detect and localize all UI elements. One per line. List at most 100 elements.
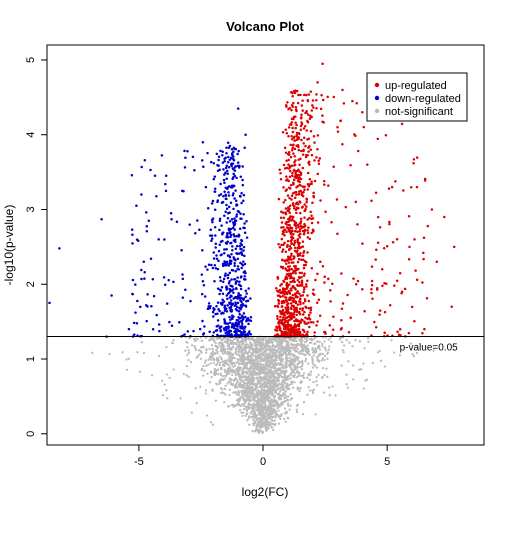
down-regulated-point <box>232 233 235 236</box>
not-significant-point <box>269 366 272 369</box>
not-significant-point <box>249 355 252 359</box>
not-significant-point <box>233 369 236 372</box>
up-regulated-point <box>285 220 289 224</box>
up-regulated-point <box>336 125 339 129</box>
not-significant-point <box>185 340 188 344</box>
not-significant-point <box>243 382 246 385</box>
not-significant-point <box>231 361 234 365</box>
up-regulated-point <box>317 298 321 302</box>
up-regulated-point <box>300 122 304 126</box>
up-regulated-point <box>298 254 302 257</box>
down-regulated-point <box>223 173 226 176</box>
down-regulated-point <box>204 265 207 268</box>
up-regulated-point <box>285 277 289 280</box>
up-regulated-point <box>299 173 303 176</box>
not-significant-point <box>285 365 289 369</box>
up-regulated-point <box>300 206 304 209</box>
not-significant-point <box>189 361 193 364</box>
legend-marker-not-significant <box>374 108 380 114</box>
not-significant-point <box>303 343 306 346</box>
not-significant-point <box>290 343 293 346</box>
up-regulated-point <box>312 135 316 138</box>
not-significant-point <box>298 352 301 355</box>
up-regulated-point <box>285 132 289 135</box>
down-regulated-point <box>234 303 238 306</box>
up-regulated-point <box>315 93 318 96</box>
not-significant-point <box>260 400 263 403</box>
down-regulated-point <box>228 262 232 265</box>
down-regulated-point <box>225 285 228 288</box>
down-regulated-point <box>220 253 223 256</box>
not-significant-point <box>313 342 316 346</box>
not-significant-point <box>237 345 240 349</box>
not-significant-point <box>251 429 254 433</box>
down-regulated-point <box>209 304 212 308</box>
up-regulated-point <box>304 305 307 308</box>
not-significant-point <box>266 345 269 348</box>
not-significant-point <box>108 352 111 356</box>
up-regulated-point <box>398 327 402 331</box>
not-significant-point <box>207 358 210 361</box>
up-regulated-point <box>294 171 297 174</box>
down-regulated-point <box>218 309 221 313</box>
down-regulated-point <box>198 327 202 331</box>
up-regulated-point <box>355 102 359 105</box>
not-significant-point <box>241 337 244 340</box>
down-regulated-point <box>140 268 143 272</box>
up-regulated-point <box>302 274 306 277</box>
up-regulated-point <box>308 117 312 121</box>
not-significant-point <box>255 348 258 352</box>
not-significant-point <box>266 363 269 366</box>
down-regulated-point <box>164 174 168 178</box>
not-significant-point <box>272 415 275 418</box>
down-regulated-point <box>242 193 246 197</box>
not-significant-point <box>221 375 225 378</box>
up-regulated-point <box>277 197 281 201</box>
down-regulated-point <box>216 312 219 316</box>
up-regulated-point <box>292 169 296 172</box>
up-regulated-point <box>295 201 299 204</box>
not-significant-point <box>318 345 321 348</box>
not-significant-point <box>291 339 294 342</box>
down-regulated-point <box>240 331 243 334</box>
not-significant-point <box>284 357 287 360</box>
not-significant-point <box>212 358 216 362</box>
not-significant-point <box>192 337 196 341</box>
up-regulated-point <box>274 286 278 290</box>
not-significant-point <box>280 401 284 404</box>
up-regulated-point <box>276 275 279 279</box>
up-regulated-point <box>301 229 305 233</box>
not-significant-point <box>310 356 314 359</box>
up-regulated-point <box>301 99 304 102</box>
not-significant-point <box>196 338 199 341</box>
not-significant-point <box>190 411 194 414</box>
not-significant-point <box>245 376 248 379</box>
down-regulated-point <box>213 208 217 212</box>
up-regulated-point <box>285 159 288 162</box>
not-significant-point <box>288 353 291 356</box>
up-regulated-point <box>307 146 310 150</box>
up-regulated-point <box>296 279 300 282</box>
not-significant-point <box>290 371 293 374</box>
down-regulated-point <box>239 212 242 216</box>
down-regulated-point <box>234 286 238 290</box>
not-significant-point <box>234 347 238 350</box>
down-regulated-point <box>236 294 240 298</box>
not-significant-point <box>266 374 269 378</box>
up-regulated-point <box>285 281 289 285</box>
not-significant-point <box>268 355 272 358</box>
not-significant-point <box>259 424 262 428</box>
up-regulated-point <box>294 105 298 109</box>
down-regulated-point <box>237 268 241 271</box>
not-significant-point <box>262 371 265 375</box>
down-regulated-point <box>223 321 227 325</box>
not-significant-point <box>265 418 268 421</box>
down-regulated-point <box>142 260 146 264</box>
not-significant-point <box>329 336 332 339</box>
up-regulated-point <box>289 91 293 94</box>
not-significant-point <box>217 342 221 345</box>
up-regulated-point <box>315 324 318 327</box>
up-regulated-point <box>370 283 374 287</box>
down-regulated-point <box>236 323 240 327</box>
not-significant-point <box>314 347 317 350</box>
